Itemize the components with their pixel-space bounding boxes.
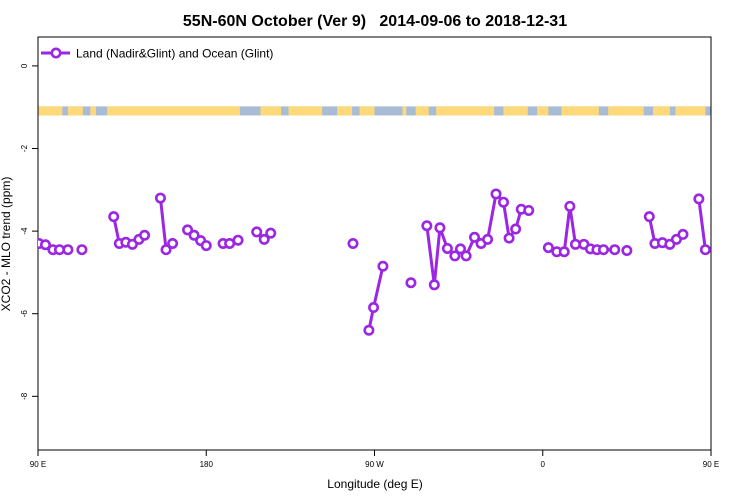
land-segment: [260, 106, 282, 116]
legend-marker-swatch: [50, 47, 62, 59]
data-point: [677, 228, 689, 240]
land-segment: [561, 106, 599, 116]
y-tick-label: 0: [20, 63, 29, 68]
data-point: [441, 242, 453, 254]
x-tick-label: 0: [541, 460, 546, 469]
data-point: [693, 193, 705, 205]
x-tick-label: 90 E: [30, 460, 46, 469]
legend-label: Land (Nadir&Glint) and Ocean (Glint): [76, 47, 273, 61]
data-point: [251, 226, 263, 238]
land-segment: [503, 106, 528, 116]
data-point: [265, 227, 277, 239]
data-point: [609, 244, 621, 256]
data-point: [405, 277, 417, 289]
x-tick-label: 90 W: [365, 460, 384, 469]
data-point: [167, 238, 179, 250]
data-point: [363, 324, 375, 336]
chart-title: 55N-60N October (Ver 9) 2014-09-06 to 20…: [183, 13, 567, 30]
land-segment: [67, 106, 83, 116]
data-point: [542, 242, 554, 254]
data-point: [76, 244, 88, 256]
data-point: [39, 239, 51, 251]
data-point: [449, 250, 461, 262]
series-line: [367, 265, 385, 331]
data-point: [497, 196, 509, 208]
land-segment: [537, 106, 549, 116]
data-point: [434, 222, 446, 234]
data-point: [490, 188, 502, 200]
x-tick-label: 180: [200, 460, 214, 469]
legend: Land (Nadir&Glint) and Ocean (Glint): [41, 47, 273, 61]
land-segment: [38, 106, 63, 116]
data-point: [154, 192, 166, 204]
data-point: [558, 246, 570, 258]
data-point: [428, 279, 440, 291]
x-tick-label: 90 E: [703, 460, 719, 469]
data-point: [510, 223, 522, 235]
x-axis-label: Longitude (deg E): [327, 477, 422, 491]
data-point: [368, 302, 380, 314]
land-segment: [675, 106, 706, 116]
data-point: [182, 224, 194, 236]
data-point: [62, 244, 74, 256]
series-layer: [38, 188, 711, 336]
land-segment: [288, 106, 323, 116]
data-point: [421, 220, 433, 232]
y-tick-label: -6: [20, 310, 29, 318]
land-segment: [436, 106, 495, 116]
data-point: [699, 244, 711, 256]
data-point: [108, 211, 120, 223]
data-point: [454, 243, 466, 255]
data-point: [598, 244, 610, 256]
data-point: [160, 244, 172, 256]
data-point: [482, 233, 494, 245]
y-axis-label: XCO2 - MLO trend (ppm): [0, 177, 13, 312]
data-point: [258, 233, 270, 245]
y-axis: 0 -2 -4 -6 -8: [20, 63, 38, 400]
data-point: [347, 238, 359, 250]
y-tick-label: -2: [20, 144, 29, 152]
land-segment: [337, 106, 353, 116]
data-point: [139, 229, 151, 241]
data-point: [523, 204, 535, 216]
data-point: [232, 234, 244, 246]
land-segment: [608, 106, 644, 116]
data-point: [621, 245, 633, 257]
data-point: [460, 250, 472, 262]
land-segment: [359, 106, 375, 116]
land-segment: [653, 106, 670, 116]
series-line: [697, 198, 707, 250]
data-point: [200, 240, 212, 252]
y-tick-label: -4: [20, 227, 29, 235]
data-point: [564, 200, 576, 212]
x-axis: 90 E 180 90 W 0 90 E: [30, 450, 719, 469]
land-segment: [402, 106, 407, 116]
data-point: [503, 232, 515, 244]
land-mask-band: [38, 106, 711, 116]
land-segment: [107, 106, 240, 116]
data-point: [643, 211, 655, 223]
data-point: [469, 231, 481, 243]
data-point: [377, 260, 389, 272]
data-point: [188, 229, 200, 241]
land-segment: [415, 106, 429, 116]
land-segment: [90, 106, 96, 116]
y-tick-label: -8: [20, 392, 29, 400]
